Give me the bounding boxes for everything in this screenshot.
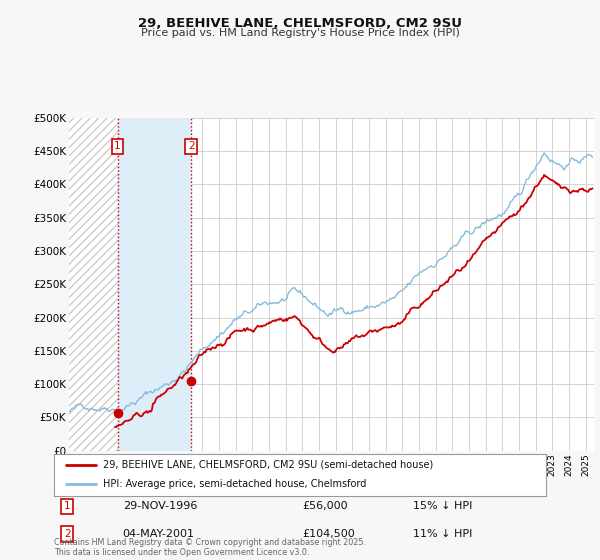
Text: 29, BEEHIVE LANE, CHELMSFORD, CM2 9SU: 29, BEEHIVE LANE, CHELMSFORD, CM2 9SU	[138, 17, 462, 30]
Text: 29, BEEHIVE LANE, CHELMSFORD, CM2 9SU (semi-detached house): 29, BEEHIVE LANE, CHELMSFORD, CM2 9SU (s…	[103, 460, 433, 470]
Text: Contains HM Land Registry data © Crown copyright and database right 2025.
This d: Contains HM Land Registry data © Crown c…	[54, 538, 366, 557]
Text: 29-NOV-1996: 29-NOV-1996	[122, 501, 197, 511]
Text: 11% ↓ HPI: 11% ↓ HPI	[413, 529, 472, 539]
Bar	[118, 118, 191, 451]
Text: HPI: Average price, semi-detached house, Chelmsford: HPI: Average price, semi-detached house,…	[103, 479, 367, 489]
Text: 2: 2	[64, 529, 71, 539]
Text: £104,500: £104,500	[302, 529, 355, 539]
Bar	[69, 118, 118, 451]
Text: 15% ↓ HPI: 15% ↓ HPI	[413, 501, 472, 511]
Bar	[69, 118, 118, 451]
Text: Price paid vs. HM Land Registry's House Price Index (HPI): Price paid vs. HM Land Registry's House …	[140, 28, 460, 38]
Text: 1: 1	[114, 141, 121, 151]
Text: 04-MAY-2001: 04-MAY-2001	[122, 529, 194, 539]
Text: 1: 1	[64, 501, 71, 511]
Text: £56,000: £56,000	[302, 501, 348, 511]
Text: 2: 2	[188, 141, 194, 151]
